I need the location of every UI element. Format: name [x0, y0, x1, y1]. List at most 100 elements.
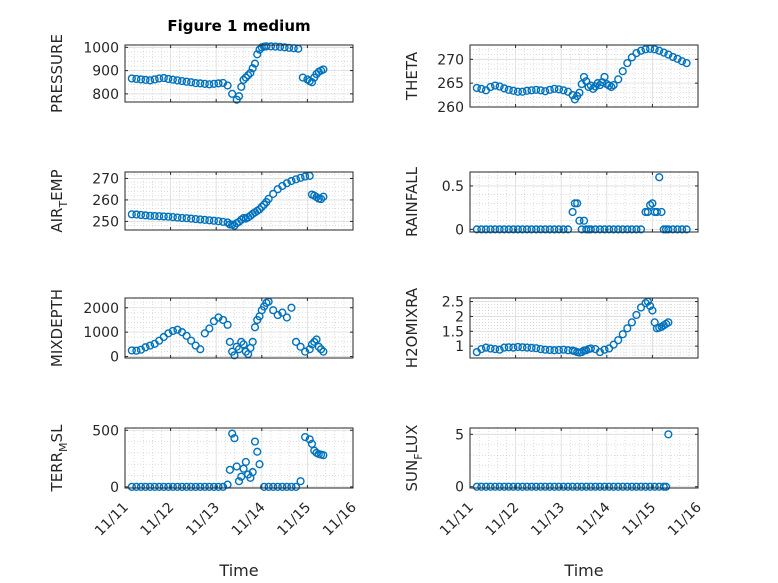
axes-background — [470, 172, 698, 232]
data-point — [559, 86, 568, 95]
data-point — [472, 225, 481, 234]
data-point — [191, 482, 200, 491]
data-point — [573, 199, 582, 208]
data-point — [287, 482, 296, 491]
data-point — [205, 80, 214, 89]
data-point — [550, 482, 559, 491]
data-point — [250, 59, 260, 68]
data-point — [586, 225, 595, 234]
data-point — [314, 342, 323, 351]
data-point — [168, 75, 177, 84]
data-point — [513, 87, 522, 96]
data-point — [255, 460, 264, 469]
data-point — [196, 215, 205, 224]
data-point — [159, 212, 168, 221]
x-tick-label: 11/16 — [665, 499, 705, 539]
data-point — [664, 318, 673, 327]
y-axis-label: H2OMIXRA — [403, 287, 421, 368]
data-point — [319, 347, 328, 356]
y-axis-label: SUNFLUX — [403, 425, 425, 492]
data-point — [310, 337, 319, 347]
data-point — [159, 482, 168, 491]
x-axis-label: Time — [563, 561, 603, 580]
data-point — [591, 482, 600, 491]
y-tick-label: 1000 — [83, 40, 119, 56]
data-point — [248, 64, 257, 73]
data-point — [677, 225, 687, 234]
data-point — [182, 214, 191, 223]
data-point — [298, 73, 307, 82]
data-point — [307, 340, 317, 349]
data-point — [273, 482, 282, 491]
data-point — [655, 173, 664, 182]
data-point — [532, 344, 541, 353]
data-point — [655, 46, 664, 55]
data-point — [264, 194, 273, 203]
data-point — [522, 482, 532, 491]
data-point — [609, 482, 618, 491]
data-point — [536, 225, 545, 234]
data-point — [518, 343, 527, 352]
x-tick-label: 11/15 — [274, 500, 314, 540]
y-tick-label: 900 — [92, 64, 119, 80]
data-point — [269, 189, 278, 199]
data-point — [600, 345, 609, 354]
data-point — [173, 325, 182, 334]
x-tick-label: 11/16 — [320, 499, 360, 539]
axes-box — [469, 427, 699, 489]
data-point — [287, 303, 296, 312]
data-point — [586, 482, 595, 491]
y-tick-label: 270 — [92, 171, 119, 187]
data-point — [527, 343, 536, 353]
data-point — [568, 482, 577, 491]
data-point — [527, 225, 536, 234]
data-point — [623, 482, 632, 491]
data-point — [259, 482, 269, 491]
y-tick-label: 2 — [455, 309, 464, 325]
data-point — [150, 75, 159, 84]
data-point — [145, 482, 155, 491]
y-axis-label: PRESSURE — [48, 34, 66, 113]
data-point — [200, 79, 209, 88]
data-point — [614, 336, 623, 345]
data-point — [127, 482, 136, 491]
data-point — [582, 482, 591, 491]
data-point — [541, 482, 550, 491]
data-point — [291, 175, 301, 184]
data-point — [291, 482, 301, 491]
data-point — [218, 217, 228, 226]
y-tick-label: 270 — [437, 52, 464, 68]
data-point — [593, 79, 602, 88]
data-point — [307, 78, 317, 87]
data-point — [159, 73, 168, 83]
data-point — [237, 215, 246, 224]
panel-terr-sl: 0 500 TERRMSL 11/11 11/12 11/13 11/14 11/15 11/1… — [48, 423, 360, 580]
data-point — [214, 217, 223, 226]
data-point — [545, 85, 554, 94]
x-tick-label: 11/12 — [483, 500, 523, 540]
axes-box — [469, 297, 699, 359]
y-tick-label: 0 — [110, 350, 119, 366]
data-point — [657, 207, 666, 217]
data-point — [677, 57, 687, 66]
axes-background — [470, 45, 698, 107]
data-point — [164, 74, 173, 84]
data-point — [168, 326, 177, 336]
data-point — [253, 50, 262, 59]
data-point — [269, 306, 278, 315]
data-point — [132, 74, 141, 84]
data-point — [623, 59, 632, 68]
data-point — [652, 207, 662, 217]
data-point — [200, 215, 209, 225]
x-tick-label: 11/13 — [528, 500, 568, 540]
data-point — [187, 482, 196, 491]
data-point — [636, 482, 646, 491]
data-point — [136, 345, 146, 354]
data-point — [563, 225, 573, 234]
data-point — [641, 482, 650, 491]
y-tick-label: 260 — [437, 100, 464, 116]
data-point — [127, 74, 136, 83]
data-point — [623, 225, 632, 234]
data-point — [296, 173, 305, 182]
data-point — [504, 85, 513, 94]
